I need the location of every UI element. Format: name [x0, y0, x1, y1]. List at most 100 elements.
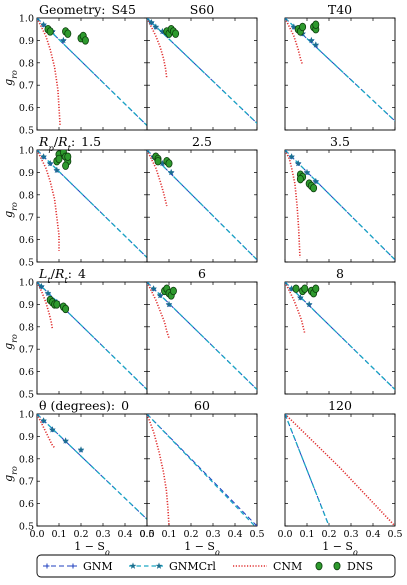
y-tick-label: 0.5 — [19, 522, 34, 533]
panel-title: T40 — [328, 2, 352, 17]
cnm-line — [147, 150, 168, 207]
gnmcrl-marker — [37, 18, 40, 21]
dns-point — [64, 29, 72, 38]
gnmcrl-marker — [294, 159, 302, 167]
x-tick-label: 0.3 — [95, 529, 110, 540]
x-tick-label: 0.5 — [139, 529, 154, 540]
panel: 0.0 0.1 0.2 0.3 0.4 0.5 1 − So 60 — [139, 398, 264, 557]
label-main: g — [2, 211, 15, 218]
row-label: θ (degrees): 0 — [39, 398, 129, 413]
gnmcrl-marker — [147, 18, 155, 26]
plot-area — [37, 282, 147, 390]
dns-point — [299, 22, 307, 32]
x-axis-label: 1 − So — [322, 540, 358, 557]
y-tick-label: 0.9 — [19, 432, 34, 443]
label-main: 1 − S — [74, 540, 105, 553]
gnmcrl-marker — [46, 159, 54, 167]
plot-area — [147, 282, 257, 390]
panel-title: S60 — [190, 2, 215, 17]
plot-area — [147, 414, 257, 526]
label-subscript: ro — [10, 466, 19, 475]
panel-title: 6 — [198, 266, 206, 281]
y-tick-label: 1.0 — [19, 146, 34, 157]
y-tick-label: 0.6 — [19, 235, 34, 246]
panel-title: 60 — [194, 398, 210, 413]
panel-frame — [146, 17, 258, 131]
x-axis-label: 1 − So — [184, 540, 220, 557]
plot-area — [285, 414, 395, 526]
gnmcrl-line — [147, 18, 257, 124]
gnmcrl-marker — [37, 282, 45, 290]
gnmcrl-marker — [305, 300, 313, 308]
dns-point — [46, 27, 54, 36]
cnm-line — [37, 18, 61, 126]
plot-area — [147, 150, 257, 261]
y-axis-label: gro — [2, 70, 19, 86]
label-subscript: o — [215, 548, 220, 557]
x-tick-label: 0.4 — [365, 529, 380, 540]
dns-point — [312, 284, 320, 293]
y-tick-label: 0.7 — [19, 213, 34, 224]
math-glyph: t — [68, 144, 72, 154]
x-tick-label: 0.2 — [73, 529, 88, 540]
x-tick-label: 0.5 — [387, 529, 402, 540]
panel-title: 3.5 — [330, 134, 350, 149]
label-subscript: o — [105, 548, 110, 557]
y-tick-label: 0.5 — [19, 126, 34, 137]
panel-title: 0 — [121, 398, 129, 413]
gnmcrl-marker — [285, 150, 288, 153]
y-tick-label: 0.8 — [19, 190, 34, 201]
plot-area — [37, 18, 147, 126]
y-axis-label: gro — [2, 334, 19, 350]
label-subscript: ro — [10, 334, 19, 343]
gnmcrl-marker — [296, 294, 304, 301]
y-tick-label: 0.5 — [19, 390, 34, 401]
gnmcrl-marker — [62, 437, 70, 444]
y-tick-label: 0.7 — [19, 345, 34, 356]
panel-frame — [36, 413, 148, 527]
gnmcrl-line — [147, 150, 257, 261]
row-label-math: Rp/Rt: — [38, 134, 75, 154]
row-label-text: θ (degrees): — [39, 398, 115, 413]
gnmcrl-marker — [285, 282, 288, 285]
x-tick-label: 0.0 — [29, 529, 44, 540]
gnmcrl-marker — [312, 41, 320, 48]
cnm-line — [147, 18, 168, 79]
panel: 0.0 0.1 0.2 0.3 0.4 0.5 1 − So 120 — [277, 398, 402, 557]
x-tick-label: 0.0 — [139, 529, 154, 540]
plot-area — [37, 414, 147, 520]
math-glyph: : — [68, 266, 72, 281]
y-tick-label: 0.8 — [19, 454, 34, 465]
plot-area — [285, 150, 395, 261]
dns-point — [53, 300, 61, 309]
gnmcrl-marker — [129, 562, 137, 569]
math-glyph: t — [47, 276, 51, 286]
legend-entry-dns: DNS — [315, 560, 373, 573]
dns-point — [81, 36, 89, 45]
panel: 6 — [146, 266, 258, 395]
y-tick-label: 0.8 — [19, 322, 34, 333]
gnmcrl-line — [285, 414, 330, 526]
gnmcrl-marker — [37, 282, 40, 285]
row-label-math: Lt/Rt: — [38, 266, 72, 286]
y-tick-label: 0.7 — [19, 81, 34, 92]
dns-point — [296, 174, 304, 184]
gnmcrl-marker — [147, 282, 150, 285]
gnmcrl-line — [285, 150, 395, 261]
gnmcrl-marker — [37, 414, 40, 417]
legend: GNM GNMCrl CNM DNS — [36, 554, 396, 578]
x-axis-label: 1 − So — [74, 540, 110, 557]
dns-point — [64, 152, 72, 161]
gnmcrl-marker — [40, 21, 48, 28]
legend-label: GNM — [83, 560, 113, 573]
label-subscript: ro — [10, 70, 19, 79]
x-tick-label: 0.4 — [227, 529, 242, 540]
x-tick-label: 0.1 — [299, 529, 314, 540]
gnmcrl-marker — [152, 23, 160, 30]
plot-area — [147, 18, 257, 124]
panel: 0.5 0.6 0.7 0.8 0.9 1.0 gro Geometry: S45 — [2, 2, 148, 137]
y-tick-label: 0.6 — [19, 499, 34, 510]
x-tick-label: 0.1 — [51, 529, 66, 540]
y-tick-label: 0.6 — [19, 367, 34, 378]
